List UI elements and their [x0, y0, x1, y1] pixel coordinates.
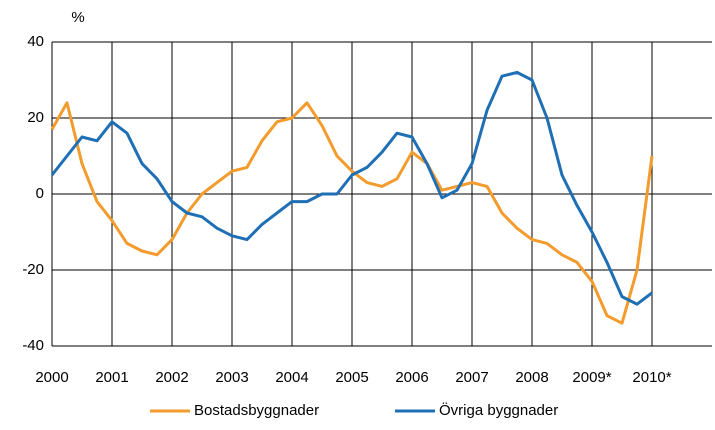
line [50, 70, 653, 306]
x-tick-label: 2009* [572, 369, 611, 386]
x-tick-label: 2008 [515, 369, 548, 386]
legend-label: Övriga byggnader [439, 401, 558, 419]
x-tick-label: 2003 [215, 369, 248, 386]
y-tick-label: 40 [27, 33, 44, 50]
x-tick-label: 2004 [275, 369, 308, 386]
y-axis-label: % [71, 9, 84, 26]
x-tick-label: 2005 [335, 369, 368, 386]
line [50, 101, 654, 325]
x-tick-label: 2001 [95, 369, 128, 386]
x-tick-label: 2007 [455, 369, 488, 386]
legend-label: Bostadsbyggnader [194, 402, 319, 419]
y-tick-label: 20 [27, 109, 44, 126]
y-tick-label: 0 [36, 185, 44, 202]
x-tick-label: 2010* [632, 369, 671, 386]
y-tick-label: -20 [22, 261, 44, 278]
x-tick-label: 2002 [155, 369, 188, 386]
y-tick-label: -40 [22, 337, 44, 354]
x-tick-label: 2000 [35, 369, 68, 386]
x-tick-label: 2006 [395, 369, 428, 386]
